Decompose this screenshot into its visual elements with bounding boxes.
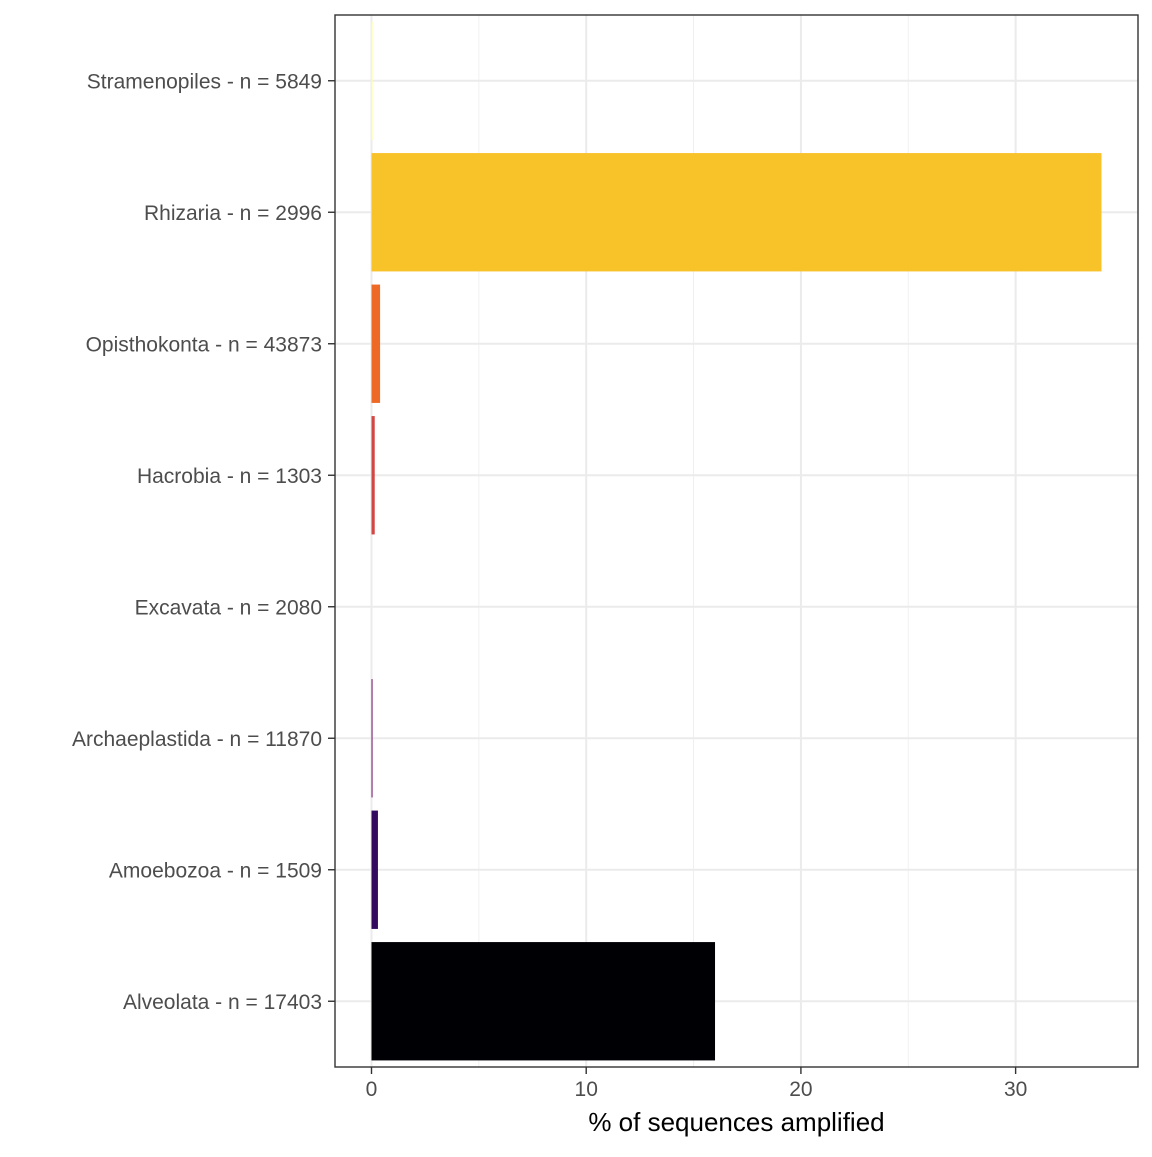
x-tick-label: 20 [789,1078,812,1101]
x-tick-label: 30 [1004,1078,1027,1101]
x-tick-label: 10 [575,1078,598,1101]
bar [371,284,381,403]
y-tick-label: Archaeplastida - n = 11870 [72,728,322,751]
y-tick-label: Hacrobia - n = 1303 [137,465,322,488]
y-tick-label: Excavata - n = 2080 [135,596,322,619]
bar [371,21,373,140]
y-tick-label: Amoebozoa - n = 1509 [109,859,322,882]
bar [371,153,1102,272]
bar [371,679,373,798]
bar [371,942,716,1061]
y-tick-label: Stramenopiles - n = 5849 [87,70,322,93]
x-axis-title: % of sequences amplified [588,1107,884,1137]
x-tick-label: 0 [366,1078,378,1101]
bar [371,416,375,535]
y-tick-label: Opisthokonta - n = 43873 [86,333,322,356]
y-tick-label: Alveolata - n = 17403 [123,991,322,1014]
bars [371,21,1102,1061]
y-tick-label: Rhizaria - n = 2996 [144,202,322,225]
axes: Alveolata - n = 17403 Amoebozoa - n = 150… [72,70,1027,1101]
panel-border [334,14,1139,1068]
bar [371,810,378,929]
